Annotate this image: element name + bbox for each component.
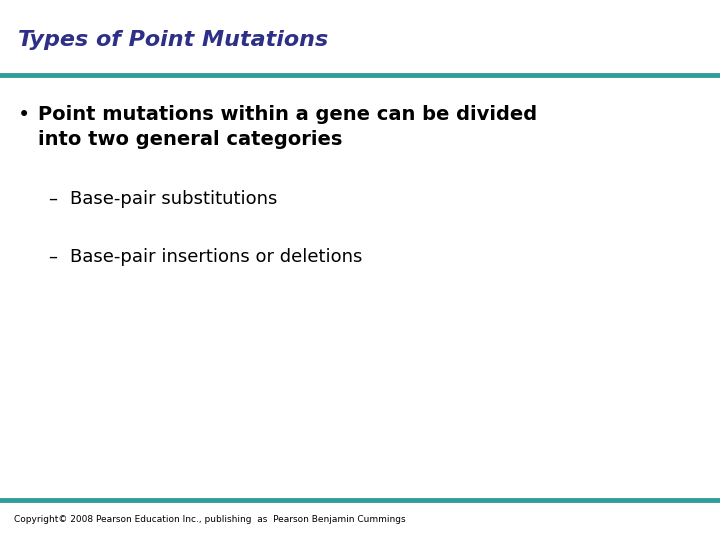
Text: Base-pair substitutions: Base-pair substitutions [70,190,277,208]
Text: •: • [18,105,30,125]
Text: Copyright© 2008 Pearson Education Inc., publishing  as  Pearson Benjamin Cumming: Copyright© 2008 Pearson Education Inc., … [14,515,405,524]
Text: into two general categories: into two general categories [38,130,343,149]
Text: Base-pair insertions or deletions: Base-pair insertions or deletions [70,248,362,266]
Text: Point mutations within a gene can be divided: Point mutations within a gene can be div… [38,105,537,124]
Text: Types of Point Mutations: Types of Point Mutations [18,30,328,50]
Text: –: – [48,248,57,266]
Text: –: – [48,190,57,208]
